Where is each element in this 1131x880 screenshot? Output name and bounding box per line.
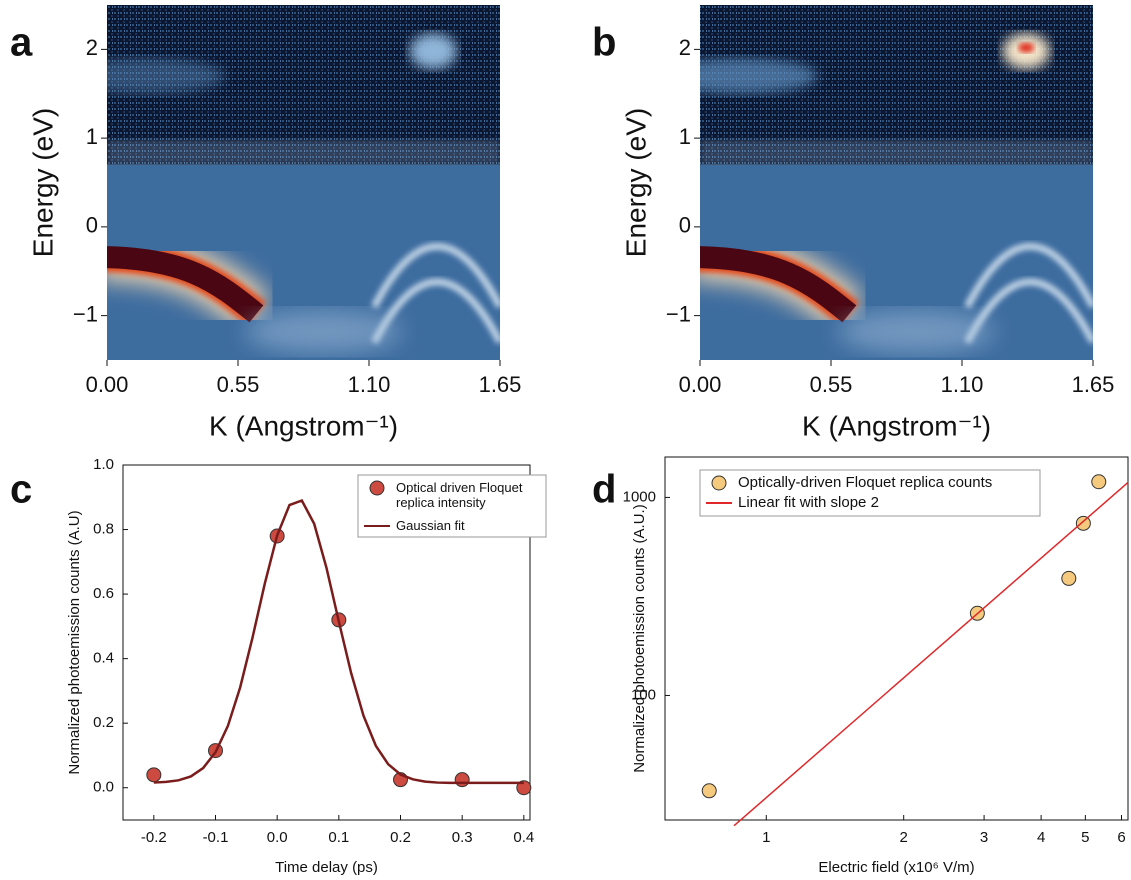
x-tick-label: 1.65 <box>1072 372 1115 397</box>
y-axis-label: Energy (eV) <box>27 108 58 257</box>
x-axis-label: Electric field (x10⁶ V/m) <box>818 859 974 876</box>
x-tick-label: 0.00 <box>86 372 129 397</box>
data-point <box>516 780 532 796</box>
x-tick-label: -0.1 <box>203 829 229 846</box>
y-tick-label: 0.4 <box>93 650 114 667</box>
x-tick-label: 6 <box>1117 829 1125 846</box>
plot-frame <box>664 456 1129 821</box>
legend-box <box>699 469 1041 517</box>
y-tick-label: 1 <box>679 124 691 149</box>
y-axis-label: Energy (eV) <box>620 108 651 257</box>
panel-label: b <box>592 21 616 65</box>
heatmap-image <box>700 5 1093 360</box>
x-tick-label: 1.10 <box>941 372 984 397</box>
x-tick-label: 0.3 <box>452 829 473 846</box>
panel-label: c <box>10 468 32 512</box>
y-tick-label: 0.2 <box>93 714 114 731</box>
noise-edge <box>700 139 1093 165</box>
y-axis-label: Normalized photoemission counts (A.U.) <box>631 504 648 772</box>
y-tick-label: 1.0 <box>93 456 114 473</box>
data-point <box>1061 570 1077 586</box>
y-tick-label: 0 <box>86 213 98 238</box>
y-tick-label: 0.0 <box>93 779 114 796</box>
legend-marker <box>369 480 385 496</box>
replica-spot <box>409 33 457 69</box>
data-point <box>1075 515 1091 531</box>
y-tick-label: −1 <box>73 301 98 326</box>
fit-line <box>733 481 1129 827</box>
x-tick-label: 0.0 <box>267 829 288 846</box>
y-axis-label: Normalized photoemission counts (A.U) <box>66 510 83 774</box>
noise-edge <box>107 139 500 165</box>
band-core <box>700 246 857 323</box>
y-tick-label: 0 <box>679 213 691 238</box>
legend-label: Optically-driven Floquet replica counts <box>738 475 993 491</box>
x-tick-label: 2 <box>900 829 908 846</box>
y-tick-label: −1 <box>666 301 691 326</box>
x-tick-label: 3 <box>980 829 988 846</box>
diffuse <box>837 310 995 353</box>
y-tick-label: 0.8 <box>93 521 114 538</box>
x-tick-label: 0.1 <box>328 829 349 846</box>
y-tick-label: 100 <box>631 686 656 703</box>
legend-label: Optical driven Floquet replica intensity <box>396 480 523 510</box>
y-tick-label: 0.6 <box>93 585 114 602</box>
panel-label: d <box>592 468 616 512</box>
y-tick-label: 1000 <box>623 488 656 505</box>
legend-entry: Gaussian fit <box>396 518 465 533</box>
panel-label: a <box>10 21 33 65</box>
legend-entry: Linear fit with slope 2 <box>738 495 879 511</box>
x-tick-label: 0.55 <box>810 372 853 397</box>
x-tick-label: 1.10 <box>348 372 391 397</box>
y-tick-label: 2 <box>86 35 98 60</box>
plot-frame <box>122 464 531 821</box>
x-tick-label: -0.2 <box>141 829 167 846</box>
x-tick-label: 4 <box>1037 829 1045 846</box>
x-tick-label: 0.2 <box>390 829 411 846</box>
x-tick-label: 0.55 <box>217 372 260 397</box>
legend-entry: Optical driven Floquet replica intensity <box>396 480 523 510</box>
upper-valence-band <box>964 278 1093 344</box>
y-tick-label: 2 <box>679 35 691 60</box>
upper-valence-band <box>371 278 500 344</box>
y-tick-label: 1 <box>86 124 98 149</box>
upper-band <box>107 58 225 94</box>
data-point <box>454 772 470 788</box>
x-tick-label: 5 <box>1081 829 1089 846</box>
data-point <box>146 767 162 783</box>
x-axis-label: K (Angstrom⁻¹) <box>209 410 398 441</box>
x-tick-label: 0.4 <box>513 829 534 846</box>
legend-entry: Optically-driven Floquet replica counts <box>738 475 993 491</box>
x-axis-label: Time delay (ps) <box>275 859 378 876</box>
data-point <box>1091 474 1107 490</box>
upper-valence-band <box>371 243 500 309</box>
legend-label: Linear fit with slope 2 <box>738 495 879 511</box>
upper-band <box>700 58 818 94</box>
heatmap-image <box>107 5 500 360</box>
fit-line <box>153 498 524 785</box>
x-axis-label: K (Angstrom⁻¹) <box>802 410 991 441</box>
diffuse <box>244 310 402 353</box>
legend-label: Gaussian fit <box>396 518 465 533</box>
replica-core <box>1018 42 1035 53</box>
x-tick-label: 1.65 <box>479 372 522 397</box>
x-tick-label: 1 <box>762 829 770 846</box>
upper-valence-band <box>964 243 1093 309</box>
legend-marker <box>711 475 727 491</box>
band-core <box>107 246 264 323</box>
x-tick-label: 0.00 <box>679 372 722 397</box>
data-point <box>701 783 717 799</box>
